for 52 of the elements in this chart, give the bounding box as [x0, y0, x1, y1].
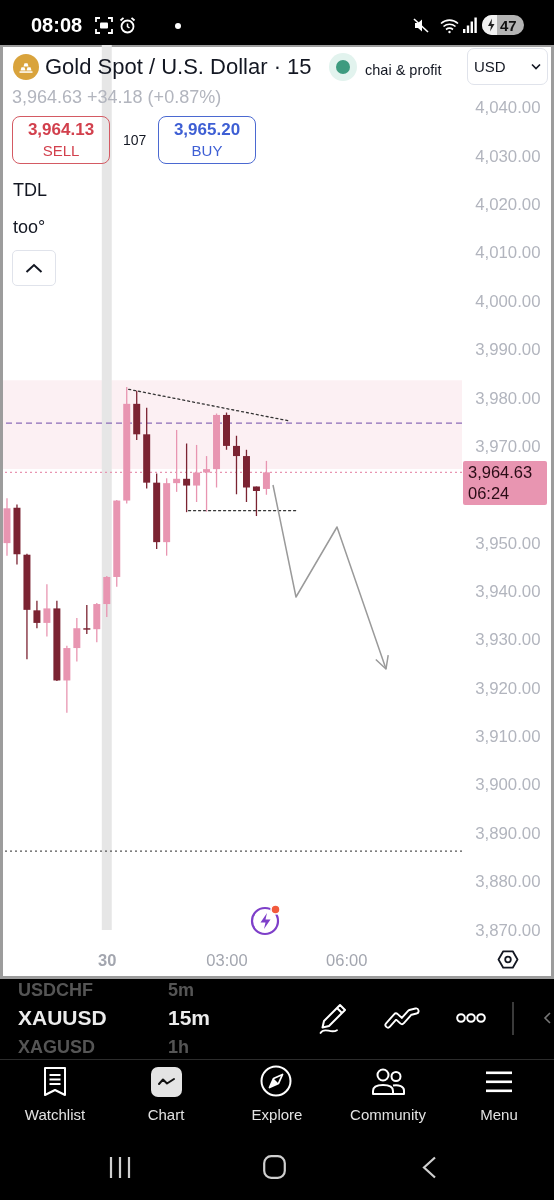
x-tick-label: 30	[98, 950, 117, 969]
text: 5m	[168, 980, 195, 1001]
y-tick-label: 3,920.00	[475, 678, 541, 698]
text: XAGUSD	[18, 1037, 96, 1058]
candlestick	[33, 600, 41, 629]
text: Community	[349, 1106, 427, 1124]
y-tick-label: 4,020.00	[475, 195, 541, 215]
text: 47	[500, 16, 517, 34]
x-tick-label: 06:00	[326, 950, 368, 969]
candlestick	[43, 583, 51, 638]
text: XAUUSD	[18, 1006, 107, 1031]
ref-line-label: 3,964.63 06:24	[463, 461, 547, 506]
candlestick	[73, 617, 81, 663]
text: Explore	[250, 1106, 304, 1124]
y-tick-label: 4,010.00	[475, 243, 541, 263]
y-tick-label: 3,910.00	[475, 727, 541, 747]
y-tick-label: 4,040.00	[475, 98, 541, 118]
y-tick-label: 4,030.00	[475, 146, 541, 166]
text: USDCHF	[18, 980, 93, 1001]
text: Watchlist	[23, 1106, 87, 1124]
annotation: TDL	[13, 179, 48, 201]
candlestick	[252, 485, 260, 517]
text: USD	[474, 58, 506, 76]
y-tick-label: 3,940.00	[475, 581, 541, 601]
x-tick-label: 03:00	[206, 950, 248, 969]
annotation: SELL	[41, 142, 81, 160]
y-tick-label: 3,880.00	[475, 872, 541, 892]
y-tick-label: 3,930.00	[475, 630, 541, 650]
y-tick-label: 4,000.00	[475, 291, 541, 311]
y-tick-label: 3,890.00	[475, 823, 541, 843]
y-tick-label: 3,950.00	[475, 533, 541, 553]
text: 15m	[168, 1006, 211, 1031]
y-tick-label: 3,980.00	[475, 388, 541, 408]
text: 08:08	[31, 13, 83, 37]
y-tick-label: 3,990.00	[475, 340, 541, 360]
text: Chart	[146, 1106, 186, 1124]
y-tick-label: 3,970.00	[475, 436, 541, 456]
chart-title: Gold Spot / U.S. Dollar · 15	[45, 54, 312, 80]
candlestick	[83, 604, 91, 635]
text: 1h	[168, 1037, 190, 1058]
text: 3,964.63 +34.18 (+0.87%)	[12, 87, 222, 108]
annotation: 3,964.13	[26, 120, 96, 140]
annotation: chai & profit	[365, 61, 442, 79]
annotation: 107	[123, 131, 147, 148]
y-tick-label: 3,870.00	[475, 920, 541, 940]
text: Menu	[479, 1106, 519, 1124]
candlestick	[183, 442, 191, 513]
candlestick	[232, 435, 240, 495]
annotation: BUY	[190, 142, 224, 160]
annotation: 3,965.20	[172, 120, 242, 140]
y-tick-label: 3,900.00	[475, 775, 541, 795]
annotation: too°	[13, 216, 46, 238]
